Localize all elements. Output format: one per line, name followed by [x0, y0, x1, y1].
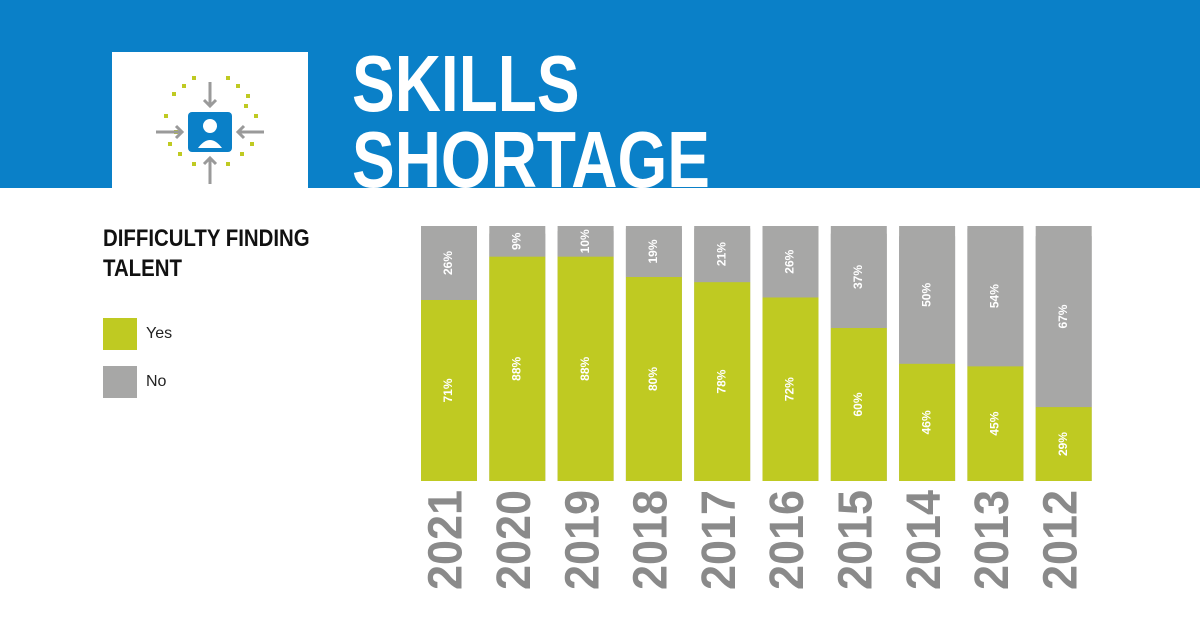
value-label: 88% [578, 356, 592, 380]
value-label: 9% [509, 232, 523, 250]
value-label: 67% [1056, 304, 1070, 328]
bar-segment [1035, 236, 1092, 408]
value-label: 37% [851, 265, 865, 289]
bar-segment [762, 297, 819, 481]
x-tick-label: 2016 [761, 490, 814, 590]
bar-segment [762, 231, 819, 298]
bar-segment [489, 256, 546, 481]
legend-swatch [103, 366, 137, 398]
value-label: 21% [714, 242, 728, 266]
bar-segment [899, 236, 956, 364]
bar-segment [830, 328, 887, 481]
x-tick-label: 2020 [488, 490, 541, 590]
value-label: 72% [783, 377, 797, 401]
value-label: 10% [578, 229, 592, 253]
bar-segment [557, 231, 614, 257]
value-label: 60% [851, 392, 865, 416]
value-label: 19% [646, 239, 660, 263]
value-label: 29% [1056, 432, 1070, 456]
x-tick-label: 2014 [898, 490, 951, 590]
value-label: 45% [988, 411, 1002, 435]
x-tick-label: 2018 [625, 490, 678, 590]
legend-label: No [146, 373, 167, 390]
x-tick-label: 2015 [829, 490, 882, 590]
value-label: 50% [919, 283, 933, 307]
bar-segment [694, 228, 751, 283]
bar-segment [625, 228, 682, 277]
bar-segment [557, 256, 614, 481]
bar-segment [421, 233, 477, 300]
x-tick-label: 2012 [1034, 490, 1087, 590]
value-label: 88% [509, 356, 523, 380]
bar-segment [694, 282, 751, 481]
x-tick-label: 2019 [556, 490, 609, 590]
x-tick-label: 2017 [693, 490, 746, 590]
bar-segment [489, 233, 546, 257]
bar-segment [830, 233, 887, 328]
value-label: 46% [919, 410, 933, 434]
icon [156, 76, 264, 184]
bar-segment [899, 363, 956, 481]
bar-segment [967, 366, 1024, 481]
legend-swatch [103, 318, 137, 350]
bar-segment [625, 277, 682, 481]
value-label: 78% [714, 369, 728, 393]
value-label: 71% [441, 378, 455, 402]
value-label: 26% [783, 249, 797, 273]
value-label: 54% [988, 284, 1002, 308]
icon-box [112, 52, 308, 188]
value-label: 80% [646, 367, 660, 391]
x-tick-label: 2013 [966, 490, 1019, 590]
value-label: 26% [441, 251, 455, 275]
bar-segment [967, 228, 1024, 367]
subtitle: DIFFICULTY FINDING TALENT [103, 225, 310, 282]
legend-label: Yes [146, 325, 172, 342]
title: SKILLS SHORTAGE [352, 39, 710, 204]
bar-segment [421, 299, 477, 481]
bar-segment [1035, 407, 1092, 481]
x-tick-label: 2021 [420, 490, 473, 590]
